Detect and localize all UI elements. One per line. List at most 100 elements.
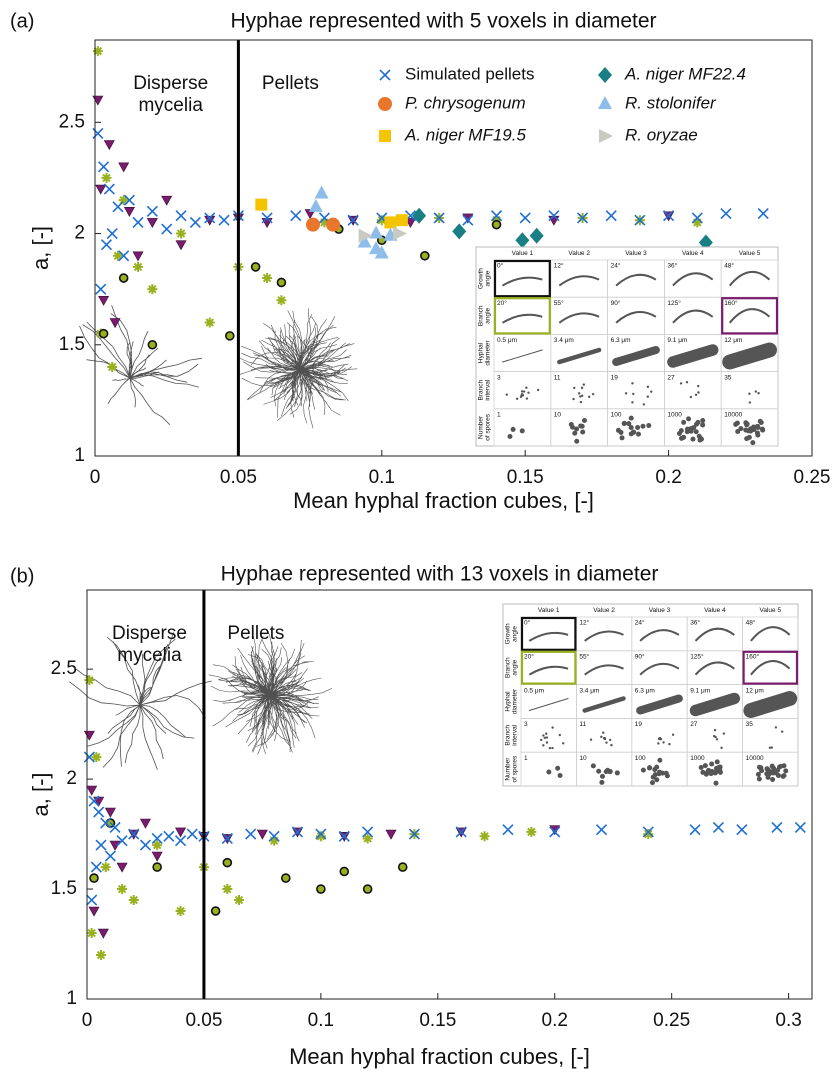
marker (189, 216, 201, 228)
marker (452, 223, 467, 240)
marker (338, 830, 350, 842)
inset-cell-label: 0.5 μm (524, 687, 544, 694)
marker (88, 795, 100, 807)
inset-glyph (572, 397, 575, 401)
marker (88, 906, 100, 917)
marker (152, 840, 163, 851)
inset-glyph (639, 662, 680, 676)
inset-glyph (738, 426, 744, 432)
inset-glyph (672, 309, 714, 324)
inset-glyph (578, 423, 584, 429)
marker (305, 217, 320, 232)
inset-glyph (502, 276, 543, 287)
inset-row-label: Growth (478, 268, 485, 289)
inset-glyph (525, 386, 528, 389)
inset-glyph (570, 424, 576, 430)
inset-glyph (507, 434, 513, 440)
marker (175, 906, 186, 917)
inset-cell-label: 1 (524, 755, 528, 762)
marker (86, 894, 98, 906)
marker (186, 828, 198, 840)
x-tick-label: 0 (90, 467, 101, 488)
inset-glyph (572, 430, 578, 436)
inset-glyph (632, 392, 635, 396)
y-tick-label: 2 (66, 768, 77, 789)
marker (347, 214, 359, 226)
y-tick-label: 1.5 (51, 878, 77, 899)
inset-glyph (624, 392, 628, 395)
inset-glyph (621, 420, 627, 426)
inset-glyph (693, 429, 699, 435)
inset-glyph (647, 765, 653, 771)
inset-glyph (539, 738, 543, 742)
inset-glyph (619, 435, 625, 441)
y-tick-label: 1 (74, 445, 85, 466)
marker (397, 862, 408, 872)
inset-glyph (700, 769, 706, 775)
inset-glyph (679, 382, 683, 385)
series (358, 226, 408, 243)
legend-label: R. stolonifer (625, 93, 717, 112)
inset-glyph (612, 346, 660, 366)
inset-row-label: of spores (485, 413, 492, 440)
inset-glyph (676, 430, 682, 436)
marker (104, 807, 116, 818)
region-label: mycelia (138, 95, 203, 116)
marker (362, 833, 373, 844)
inset-cell-label: 12° (554, 262, 564, 270)
marker (268, 830, 280, 842)
inset-glyph (615, 311, 657, 324)
marker (412, 207, 427, 224)
marker (548, 215, 560, 226)
inset-glyph (694, 393, 698, 397)
marker (151, 832, 163, 845)
inset-glyph (717, 769, 723, 775)
inset-glyph (746, 434, 752, 440)
marker (502, 824, 514, 836)
x-tick-label: 0.05 (220, 467, 257, 488)
inset-cell-label: 90° (635, 653, 645, 661)
marker (634, 214, 646, 226)
inset-cell-label: 24° (635, 619, 645, 627)
inset-cell-label: 20° (524, 653, 534, 661)
marker (222, 884, 233, 895)
marker (605, 210, 617, 222)
inset-glyph (536, 388, 540, 392)
x-tick-label: 0.25 (794, 467, 831, 488)
marker (224, 331, 235, 341)
inset-cell-label: 48° (724, 262, 734, 270)
inset-glyph (689, 692, 741, 717)
inset-glyph (545, 732, 548, 735)
series (98, 219, 502, 350)
inset-glyph (602, 737, 606, 740)
inset-cell-label: 100 (611, 412, 622, 419)
inset-cell-label: 10000 (746, 755, 764, 762)
inset-cell-label: 36° (690, 619, 700, 627)
inset-cell-label: 11 (579, 721, 586, 728)
inset-glyph (667, 344, 719, 368)
marker (393, 226, 408, 241)
inset-row-label: Number (505, 757, 512, 781)
marker (175, 827, 187, 838)
inset-row-label: angle (485, 270, 492, 286)
marker (276, 295, 287, 306)
inset-glyph (596, 768, 602, 774)
marker (112, 250, 123, 261)
inset-glyph (599, 779, 605, 785)
inset-cell-label: 160° (724, 299, 738, 307)
inset-glyph (650, 390, 653, 393)
inset-glyph (750, 440, 756, 446)
x-tick-label: 0.1 (308, 1010, 334, 1031)
inset-cell-label: 1000 (667, 412, 682, 419)
inset-glyph (657, 757, 663, 763)
marker (794, 821, 806, 834)
axes-frame (94, 39, 813, 457)
inset-glyph (522, 390, 526, 393)
inset-cell-label: 27 (690, 721, 698, 728)
marker (269, 835, 280, 846)
series (305, 217, 341, 232)
inset-glyph (769, 763, 775, 769)
inset-glyph (584, 630, 624, 642)
inset-column-header: Value 5 (760, 607, 782, 614)
marker (689, 824, 701, 836)
